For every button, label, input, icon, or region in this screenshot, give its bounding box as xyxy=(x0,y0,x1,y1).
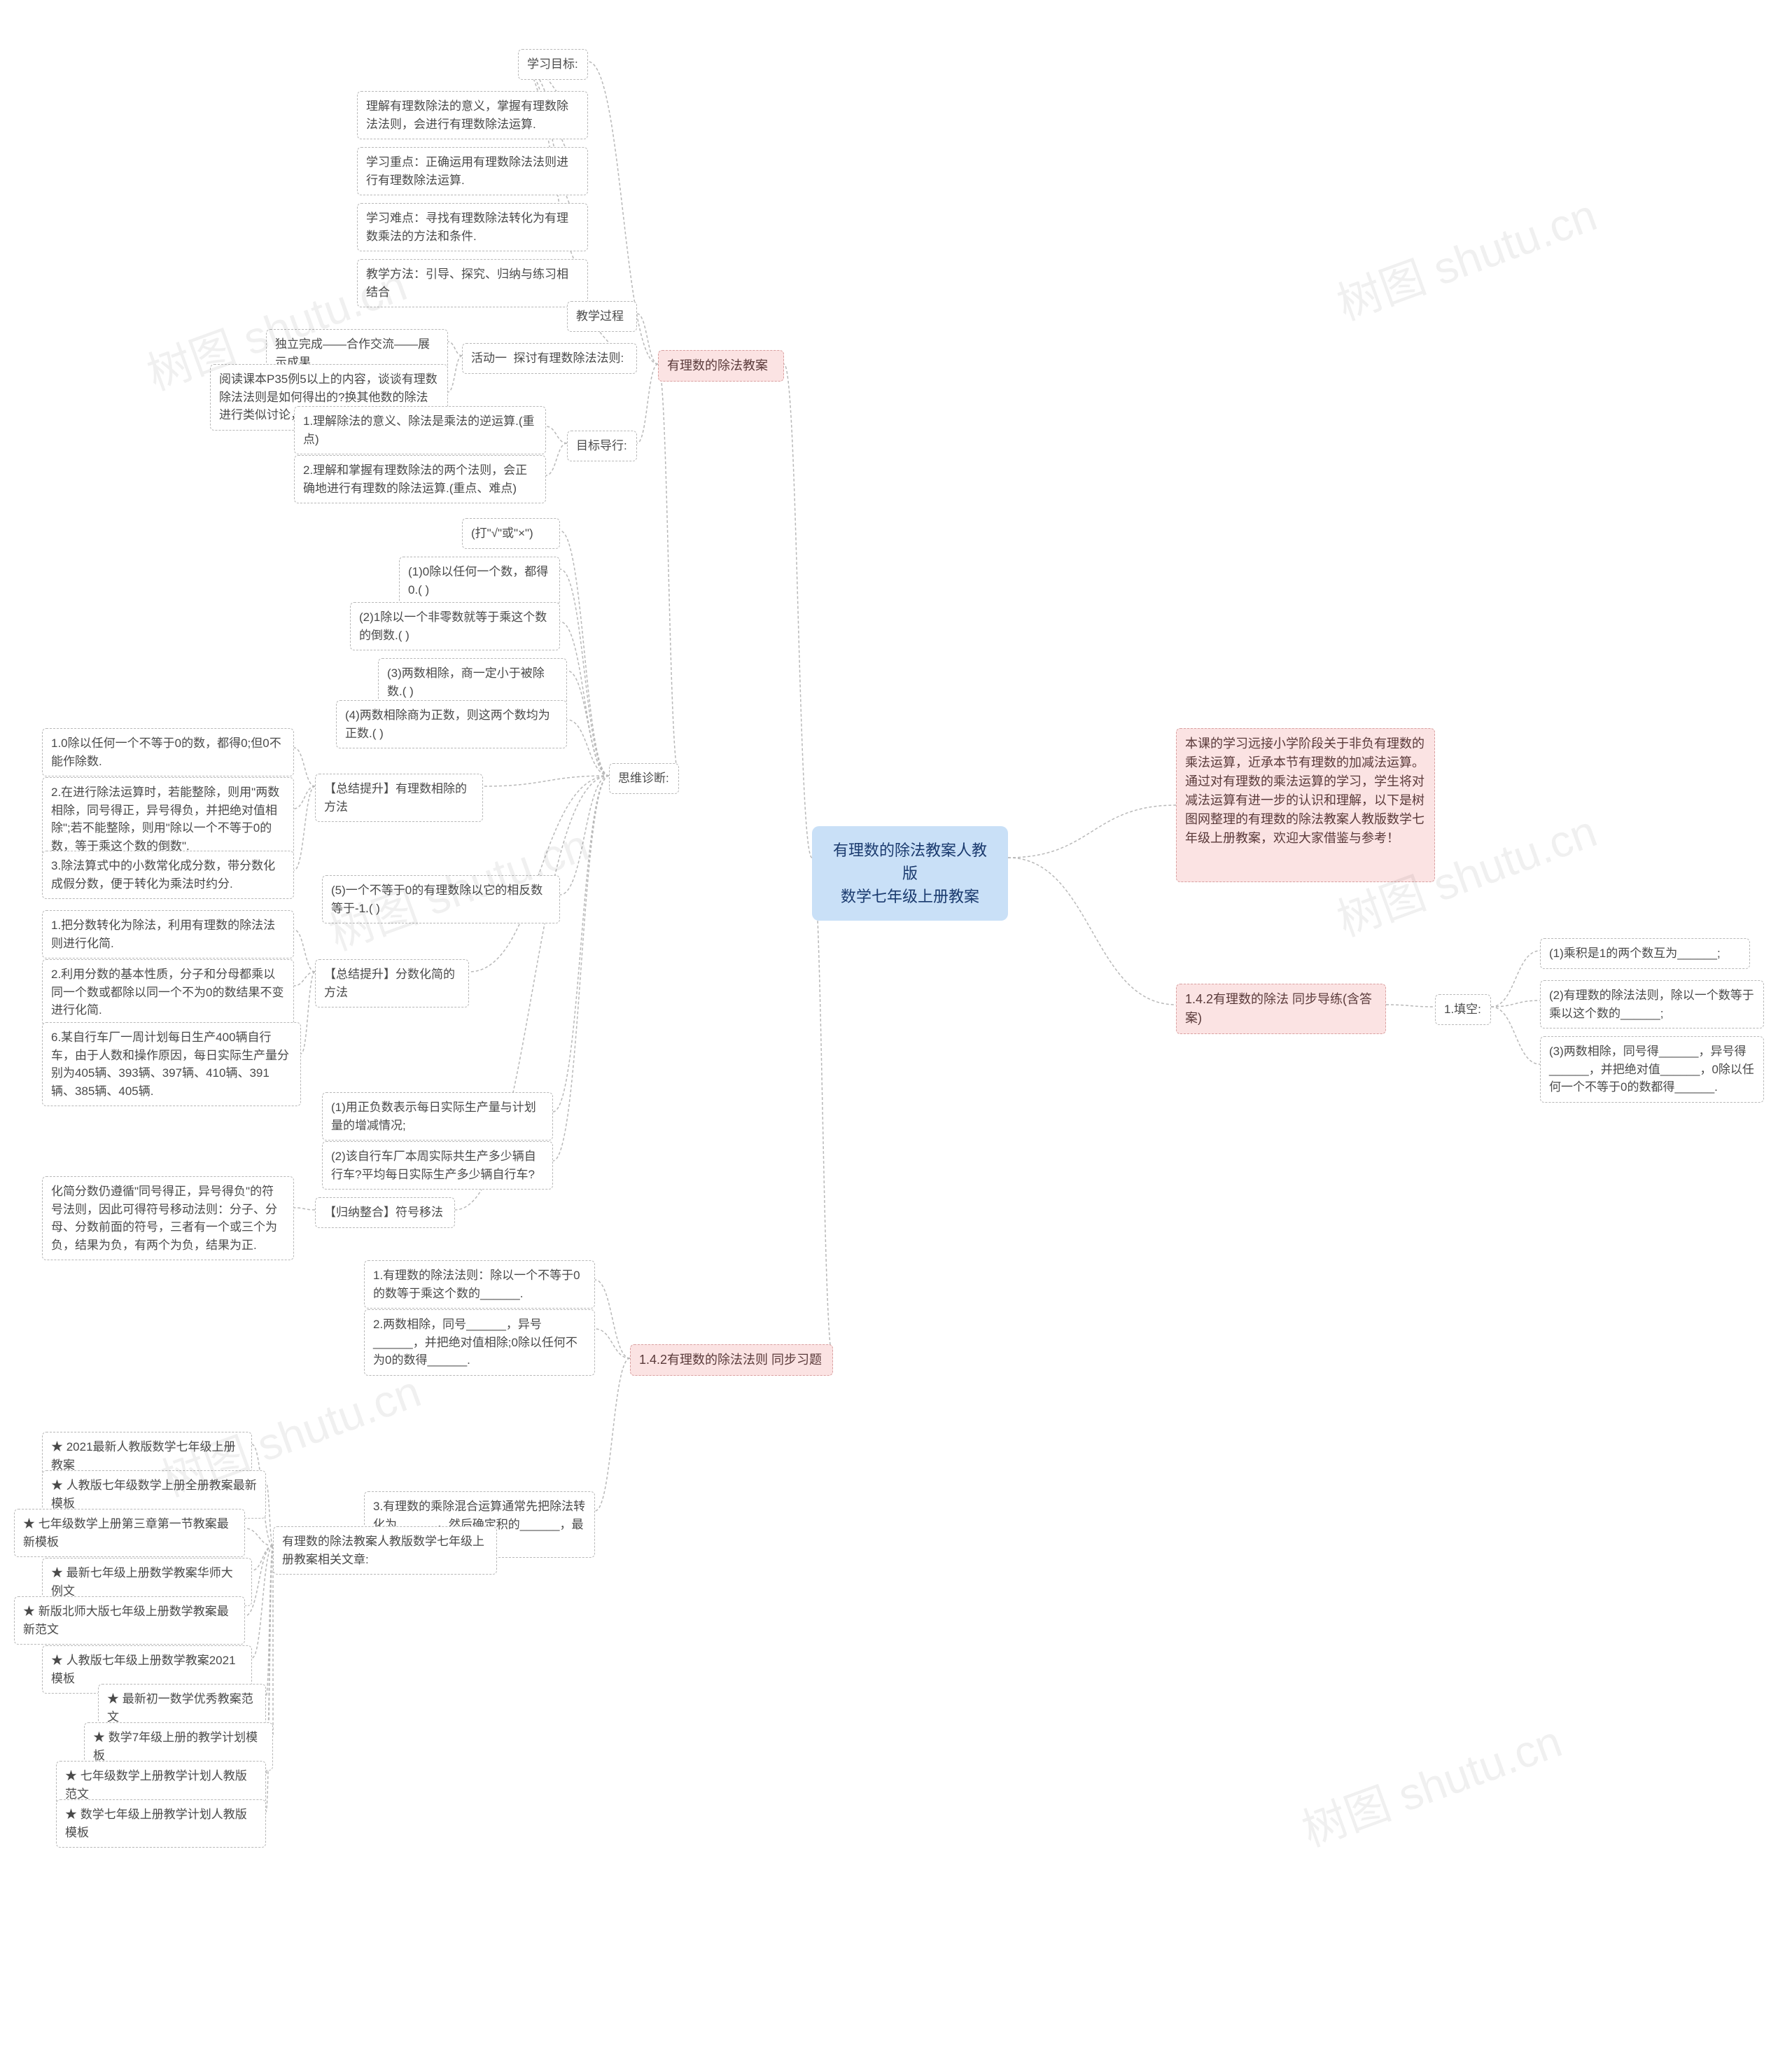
node-zj1_1: 1.0除以任何一个不等于0的数，都得0;但0不能作除数. xyxy=(42,728,294,776)
node-m1: 理解有理数除法的意义，掌握有理数除法法则，会进行有理数除法运算. xyxy=(357,91,588,139)
node-f2: (2)有理数的除法法则，除以一个数等于乘以这个数的______; xyxy=(1540,980,1764,1029)
edge xyxy=(294,930,315,972)
node-mubiao: 学习目标: xyxy=(518,49,588,80)
edge xyxy=(595,1329,630,1358)
edge xyxy=(1491,951,1540,1007)
edge xyxy=(266,1483,273,1546)
node-zj1_t: 【总结提升】有理数相除的方法 xyxy=(315,774,483,822)
node-zj2_2: 2.利用分数的基本性质，分子和分母都乘以同一个数或都除以同一个不为0的数结果不变… xyxy=(42,959,294,1026)
node-z1: (1)0除以任何一个数，都得0.( ) xyxy=(399,557,560,605)
edge xyxy=(637,314,658,364)
edge xyxy=(252,1546,273,1658)
edge xyxy=(266,1546,273,1696)
edge xyxy=(546,443,567,475)
node-root: 有理数的除法教案人教版 数学七年级上册教案 xyxy=(812,826,1008,921)
node-zj2_1: 1.把分数转化为除法，利用有理数的除法法则进行化简. xyxy=(42,910,294,958)
node-r2: 2.两数相除，同号______，异号______，并把绝对值相除;0除以任何不为… xyxy=(364,1309,595,1376)
edge xyxy=(252,1546,273,1570)
node-daoxing: 目标导行: xyxy=(567,431,637,461)
edge xyxy=(294,786,315,809)
edge xyxy=(483,776,609,786)
edge xyxy=(560,776,609,895)
node-m2: 学习重点：正确运用有理数除法法则进行有理数除法运算. xyxy=(357,147,588,195)
edge xyxy=(560,531,609,776)
node-guocheng: 教学过程 xyxy=(567,301,637,332)
node-z2: (2)1除以一个非零数就等于乘这个数的倒数.( ) xyxy=(350,602,560,650)
node-f3: (3)两数相除，同号得______，异号得______，并把绝对值______，… xyxy=(1540,1036,1764,1103)
node-zj2_t: 【总结提升】分数化简的方法 xyxy=(315,959,469,1007)
edge xyxy=(560,622,609,776)
node-z3: (3)两数相除，商一定小于被除数.( ) xyxy=(378,658,567,706)
node-t1: (1)用正负数表示每日实际生产量与计划量的增减情况; xyxy=(322,1092,553,1141)
node-rel3: ★ 七年级数学上册第三章第一节教案最新模板 xyxy=(14,1509,245,1557)
edge xyxy=(553,776,609,1161)
watermark: 树图 shutu.cn xyxy=(1292,1706,1569,1859)
node-sync: 1.4.2有理数的除法 同步导练(含答案) xyxy=(1176,984,1386,1034)
edge xyxy=(294,972,315,986)
edge xyxy=(1008,858,1176,1005)
edge xyxy=(784,364,812,858)
edge xyxy=(1386,1005,1435,1007)
node-rel: 有理数的除法教案人教版数学七年级上册教案相关文章: xyxy=(273,1526,497,1575)
edge xyxy=(301,972,315,1054)
edge xyxy=(595,1358,630,1511)
node-z4: (4)两数相除商为正数，则这两个数均为正数.( ) xyxy=(336,700,567,748)
node-zj1_2: 2.在进行除法运算时，若能整除，则用"两数相除，同号得正，异号得负，并把绝对值相… xyxy=(42,777,294,861)
node-f1: (1)乘积是1的两个数互为______; xyxy=(1540,938,1750,969)
edge xyxy=(518,62,588,223)
edge xyxy=(658,364,679,776)
node-z5: (5)一个不等于0的有理数除以它的相反数等于-1.( ) xyxy=(322,875,560,923)
node-d1: 1.理解除法的意义、除法是乘法的逆运算.(重点) xyxy=(294,406,546,454)
node-intro: 本课的学习远接小学阶段关于非负有理数的乘法运算，近承本节有理数的加减法运算。通过… xyxy=(1176,728,1435,882)
node-lesson: 有理数的除法教案 xyxy=(658,350,784,382)
edge xyxy=(567,671,609,776)
edge xyxy=(1008,805,1176,858)
node-t2: (2)该自行车厂本周实际共生产多少辆自行车?平均每日实际生产多少辆自行车? xyxy=(322,1141,553,1190)
node-z0: (打"√"或"×") xyxy=(462,518,560,549)
edge xyxy=(560,569,609,776)
mindmap-canvas: 有理数的除法教案人教版 数学七年级上册教案 本课的学习远接小学阶段关于非负有理数的… xyxy=(0,0,1792,2050)
edge xyxy=(546,426,567,443)
node-m3: 学习难点：寻找有理数除法转化为有理数乘法的方法和条件. xyxy=(357,203,588,251)
edge xyxy=(448,356,462,392)
edge xyxy=(266,1546,273,1812)
node-zj1_3: 3.除法算式中的小数常化成分数，带分数化成假分数，便于转化为乘法时约分. xyxy=(42,851,294,899)
edge xyxy=(245,1528,273,1546)
node-rule: 1.4.2有理数的除法法则 同步习题 xyxy=(630,1344,833,1376)
edge xyxy=(294,748,315,786)
node-huodong: 活动一 探讨有理数除法法则: xyxy=(462,343,637,374)
edge xyxy=(812,858,833,1358)
edge xyxy=(637,364,658,443)
node-m4: 教学方法：引导、探究、归纳与练习相结合 xyxy=(357,259,588,307)
edge xyxy=(595,1280,630,1358)
edge xyxy=(553,776,609,1112)
node-gn_1: 化简分数仍遵循"同号得正，异号得负"的符号法则，因此可得符号移动法则：分子、分母… xyxy=(42,1176,294,1260)
edge xyxy=(567,720,609,776)
node-fill: 1.填空: xyxy=(1435,994,1491,1025)
node-zhenduan: 思维诊断: xyxy=(609,763,679,794)
edge xyxy=(469,776,609,972)
edge xyxy=(294,1208,315,1210)
watermark: 树图 shutu.cn xyxy=(1327,179,1604,333)
edge xyxy=(294,786,315,870)
edge xyxy=(448,342,462,356)
edge xyxy=(1491,1007,1540,1064)
node-rel10: ★ 数学七年级上册教学计划人教版模板 xyxy=(56,1799,266,1848)
node-r1: 1.有理数的除法法则：除以一个不等于0的数等于乘这个数的______. xyxy=(364,1260,595,1309)
node-gn_t: 【归纳整合】符号移法 xyxy=(315,1197,455,1228)
node-rel5: ★ 新版北师大版七年级上册数学教案最新范文 xyxy=(14,1596,245,1645)
edge xyxy=(1491,1000,1540,1007)
node-d2: 2.理解和掌握有理数除法的两个法则，会正确地进行有理数的除法运算.(重点、难点) xyxy=(294,455,546,503)
node-zj2_3: 6.某自行车厂一周计划每日生产400辆自行车，由于人数和操作原因，每日实际生产量… xyxy=(42,1022,301,1106)
